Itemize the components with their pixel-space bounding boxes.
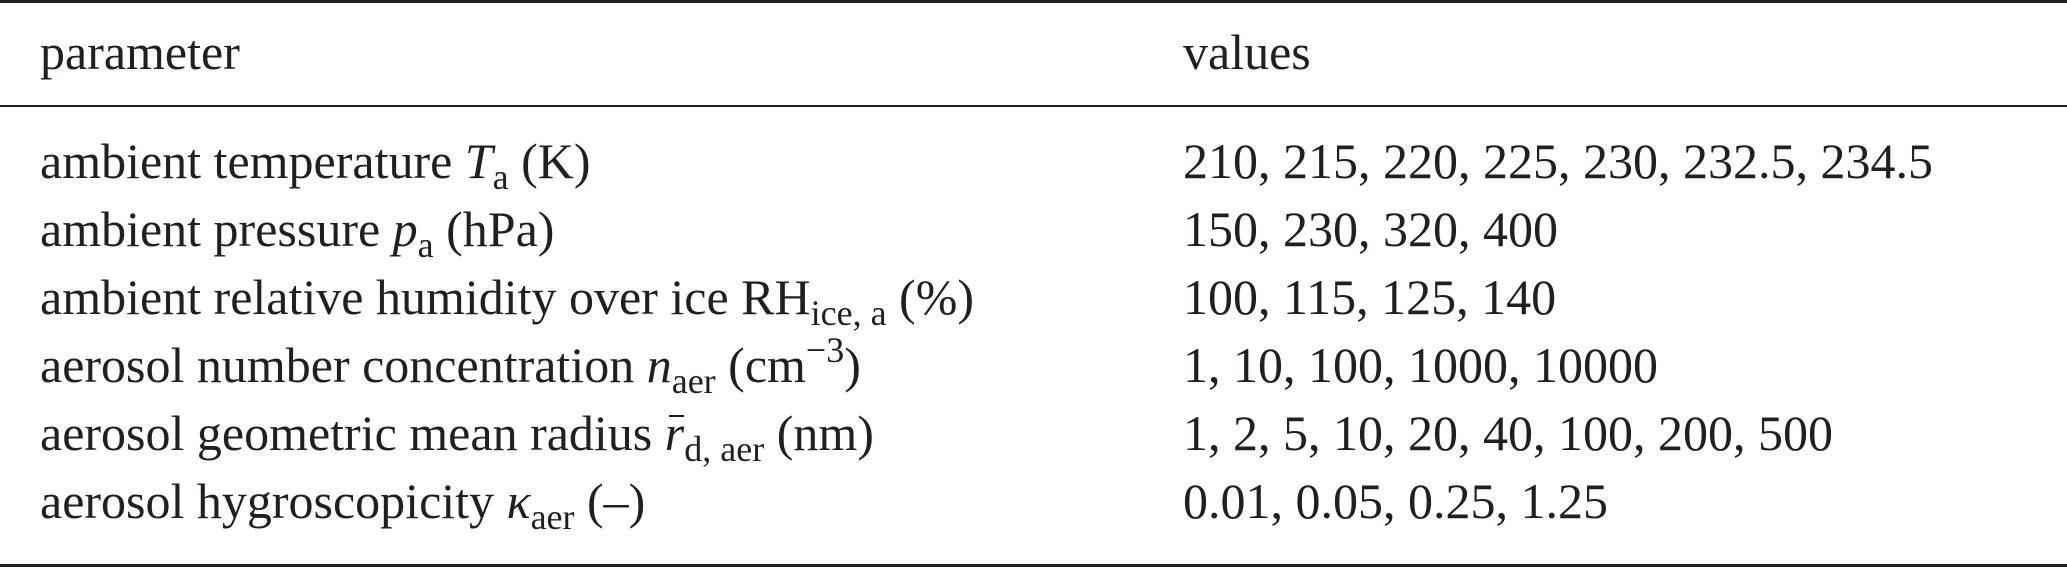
param-symbol: n [646, 337, 672, 393]
param-symbol: T [464, 133, 493, 189]
table-row-temperature-label: ambient temperature Ta (K) [40, 133, 591, 195]
param-label: aerosol geometric mean radius [40, 405, 665, 461]
param-subscript: d, aer [684, 429, 765, 469]
param-symbol: p [392, 201, 418, 257]
table-bottom-rule [0, 564, 2067, 567]
param-unit: (hPa) [433, 201, 555, 257]
param-label: ambient relative humidity over ice RH [40, 269, 811, 325]
param-unit-close: ) [844, 337, 861, 393]
table-row-mean-radius-label: aerosol geometric mean radius rd, aer (n… [40, 405, 874, 467]
table-row-humidity-label: ambient relative humidity over ice RHice… [40, 269, 974, 331]
header-parameter: parameter [40, 24, 240, 80]
param-unit: (nm) [764, 405, 874, 461]
param-subscript: aer [671, 361, 716, 401]
table-top-rule [0, 0, 2067, 3]
table-header-rule [0, 105, 2067, 107]
param-unit-open: (cm [715, 337, 806, 393]
param-subscript: ice, a [810, 293, 887, 333]
table-row-humidity-values: 100, 115, 125, 140 [1183, 269, 1557, 325]
table-row-number-concentration-values: 1, 10, 100, 1000, 10000 [1183, 337, 1658, 393]
param-label: ambient pressure [40, 201, 393, 257]
param-subscript: a [417, 225, 434, 265]
param-unit: (K) [508, 133, 591, 189]
param-subscript: a [492, 157, 509, 197]
table-row-pressure-values: 150, 230, 320, 400 [1183, 201, 1558, 257]
param-label: aerosol number concentration [40, 337, 647, 393]
param-unit: (–) [574, 473, 646, 529]
table-row-hygroscopicity-values: 0.01, 0.05, 0.25, 1.25 [1183, 473, 1608, 529]
table-row-hygroscopicity-label: aerosol hygroscopicity κaer (–) [40, 473, 646, 535]
table-row-mean-radius-values: 1, 2, 5, 10, 20, 40, 100, 200, 500 [1183, 405, 1833, 461]
param-symbol: r [664, 405, 685, 461]
table-row-number-concentration-label: aerosol number concentration naer (cm−3) [40, 332, 861, 399]
header-values: values [1183, 24, 1311, 80]
param-label: aerosol hygroscopicity [40, 473, 507, 529]
table-row-pressure-label: ambient pressure pa (hPa) [40, 201, 555, 263]
param-superscript: −3 [805, 330, 845, 370]
param-label: ambient temperature [40, 133, 465, 189]
param-subscript: aer [530, 497, 575, 537]
param-symbol: κ [506, 473, 531, 529]
param-unit: (%) [886, 269, 974, 325]
table-row-temperature-values: 210, 215, 220, 225, 230, 232.5, 234.5 [1183, 133, 1933, 189]
